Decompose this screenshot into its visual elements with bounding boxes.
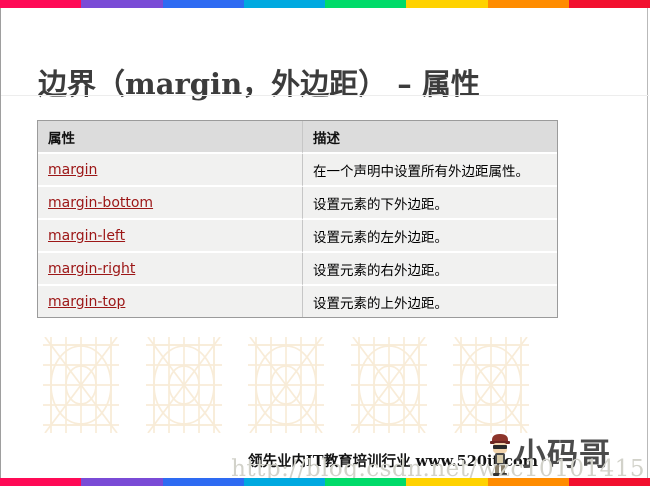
stripe-segment — [406, 0, 488, 8]
stripe-segment — [406, 478, 488, 486]
table-row: margin-left 设置元素的左外边距。 — [38, 220, 557, 253]
brand-logo-text: 小码哥 — [515, 437, 611, 473]
description-cell: 设置元素的左外边距。 — [313, 229, 448, 246]
page-title-rest: （margin，外边距） – 属性 — [96, 67, 480, 102]
footer-slogan: 领先业内IT教育培训行业 www.520it.com — [248, 453, 539, 470]
description-cell: 在一个声明中设置所有外边距属性。 — [313, 163, 529, 180]
table-row: margin-top 设置元素的上外边距。 — [38, 286, 557, 317]
page-title: 边界（margin，外边距） – 属性 — [38, 61, 480, 103]
rainbow-stripe-bottom — [0, 478, 650, 486]
slide-body: 边界（margin，外边距） – 属性 属性 描述 margin 在一个声明中设… — [0, 8, 650, 482]
margin-left-link[interactable]: margin-left — [48, 227, 126, 244]
table-row: margin-right 设置元素的右外边距。 — [38, 253, 557, 286]
stripe-segment — [325, 0, 407, 8]
margin-right-link[interactable]: margin-right — [48, 260, 136, 277]
stripe-segment — [162, 0, 244, 8]
stripe-segment — [487, 0, 569, 8]
table-header-row: 属性 描述 — [38, 121, 557, 154]
margin-link[interactable]: margin — [48, 161, 98, 178]
grid-watermark-icon — [453, 337, 529, 433]
rainbow-stripe-top — [0, 0, 650, 8]
stripe-segment — [243, 478, 325, 486]
description-cell: 设置元素的下外边距。 — [313, 196, 448, 213]
stripe-segment — [568, 478, 650, 486]
stripe-segment — [0, 0, 82, 8]
mascot-icon — [490, 434, 510, 476]
grid-watermark-icon — [43, 337, 119, 433]
description-cell: 设置元素的上外边距。 — [313, 295, 448, 312]
description-cell: 设置元素的右外边距。 — [313, 262, 448, 279]
watermark-grid-row — [1, 337, 650, 433]
title-divider — [1, 95, 649, 96]
stripe-segment — [568, 0, 650, 8]
csdn-url-watermark: http://blog.csdn.net/wzc10101415 — [231, 456, 645, 482]
stripe-segment — [0, 478, 82, 486]
stripe-segment — [81, 0, 163, 8]
stripe-segment — [162, 478, 244, 486]
grid-watermark-icon — [248, 337, 324, 433]
brand-logo: 小码哥 — [487, 433, 611, 477]
page-title-keyword: 边界 — [38, 67, 97, 102]
stripe-segment — [487, 478, 569, 486]
grid-watermark-icon — [351, 337, 427, 433]
table-row: margin-bottom 设置元素的下外边距。 — [38, 187, 557, 220]
margin-properties-table: 属性 描述 margin 在一个声明中设置所有外边距属性。 margin-bot… — [37, 120, 558, 318]
stripe-segment — [81, 478, 163, 486]
table-row: margin 在一个声明中设置所有外边距属性。 — [38, 154, 557, 187]
margin-bottom-link[interactable]: margin-bottom — [48, 194, 154, 211]
margin-top-link[interactable]: margin-top — [48, 293, 126, 310]
column-header-description: 描述 — [303, 121, 557, 154]
grid-watermark-icon — [146, 337, 222, 433]
column-header-property: 属性 — [38, 121, 303, 154]
stripe-segment — [243, 0, 325, 8]
stripe-segment — [325, 478, 407, 486]
